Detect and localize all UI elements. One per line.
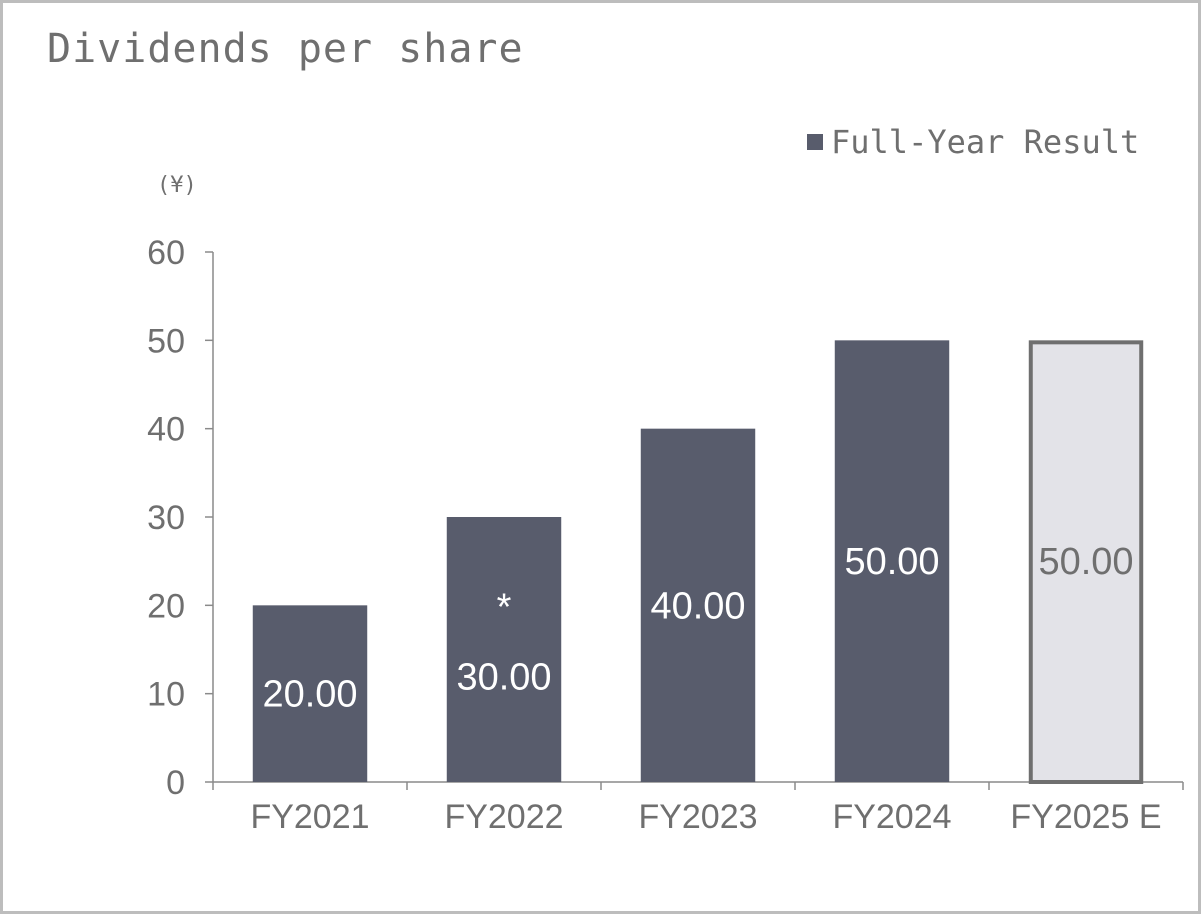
legend-swatch <box>807 134 823 150</box>
bar-value-label: 50.00 <box>1038 541 1133 583</box>
bar <box>446 517 562 782</box>
bar-value-label: 40.00 <box>650 585 745 627</box>
bar-estimate <box>1028 340 1144 784</box>
x-category-label: FY2022 <box>444 798 563 836</box>
y-tick-label: 30 <box>147 499 185 537</box>
y-tick-label: 40 <box>147 411 185 449</box>
x-category-label: FY2023 <box>638 798 757 836</box>
y-tick-label: 10 <box>147 676 185 714</box>
bar-value-label: 50.00 <box>844 541 939 583</box>
bar <box>834 340 950 782</box>
y-axis-unit: (¥) <box>157 173 197 198</box>
x-category-label: FY2025 E <box>1010 798 1161 836</box>
y-tick-label: 20 <box>147 587 185 625</box>
x-category-label: FY2021 <box>250 798 369 836</box>
bar <box>252 605 368 782</box>
y-tick-label: 60 <box>147 234 185 272</box>
chart-title: Dividends per share <box>47 26 524 72</box>
bar-value-label: 30.00 <box>456 657 551 699</box>
bar-annotation: * <box>497 587 512 629</box>
legend-label: Full-Year Result <box>831 123 1140 161</box>
y-tick-label: 50 <box>147 322 185 360</box>
x-category-label: FY2024 <box>832 798 951 836</box>
bar <box>640 428 756 782</box>
y-tick-label: 0 <box>166 764 185 802</box>
chart-legend: Full-Year Result <box>807 123 1139 161</box>
bar-value-label: 20.00 <box>262 674 357 716</box>
